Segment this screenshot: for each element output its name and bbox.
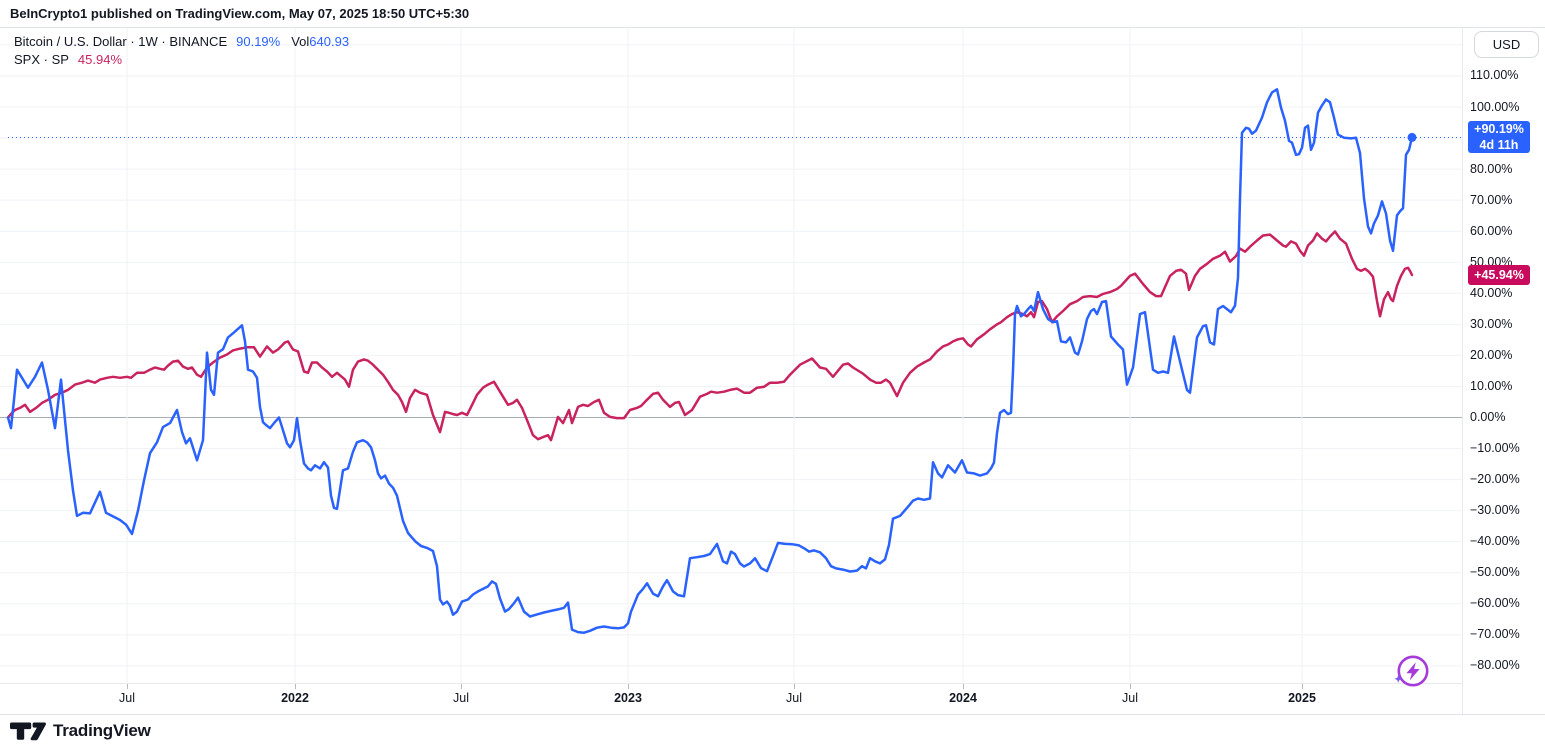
attribution-bar: BeInCrypto1 published on TradingView.com…	[0, 0, 1545, 28]
time-axis-tick	[461, 684, 462, 689]
btc-last-value: +90.19%	[1474, 122, 1524, 137]
time-axis-tick	[628, 684, 629, 689]
symbol-interval: 1W	[138, 34, 158, 49]
price-axis-label: 10.00%	[1470, 378, 1513, 393]
time-axis-tick	[127, 684, 128, 689]
price-axis-label: 20.00%	[1470, 347, 1513, 362]
time-axis-tick	[1130, 684, 1131, 689]
price-axis-label: −50.00%	[1470, 565, 1520, 580]
time-axis-label: 2025	[1288, 691, 1316, 705]
price-axis-label: 70.00%	[1470, 192, 1513, 207]
btc-bar-countdown: 4d 11h	[1479, 138, 1519, 153]
time-axis-tick	[295, 684, 296, 689]
symbol-title: Bitcoin / U.S. Dollar	[14, 34, 127, 49]
time-axis-tick	[1302, 684, 1303, 689]
spx-last-value: +45.94%	[1474, 267, 1524, 282]
time-axis-label: Jul	[453, 691, 469, 705]
spx-last-value-badge: +45.94%	[1468, 264, 1530, 285]
btc-line	[6, 88, 1414, 634]
price-axis-label: −10.00%	[1470, 441, 1520, 456]
tradingview-logo-icon	[10, 722, 46, 740]
legend-separator: ·	[157, 34, 170, 49]
price-axis-label: −80.00%	[1470, 658, 1520, 673]
price-axis-label: −70.00%	[1470, 627, 1520, 642]
price-axis-label: 110.00%	[1470, 68, 1519, 83]
legend-row-bitcoin: Bitcoin / U.S. Dollar · 1W · BINANCE 90.1…	[14, 33, 349, 51]
lightning-watermark-icon	[1394, 655, 1429, 687]
btc-last-point-marker	[1407, 132, 1417, 142]
time-axis[interactable]: Jul 2022 Jul 2023 Jul 2024 Jul 2025	[0, 683, 1462, 715]
lightning-bolt	[1406, 662, 1420, 681]
time-axis-tick	[963, 684, 964, 689]
price-axis-label: 100.00%	[1470, 99, 1520, 114]
time-axis-label: 2023	[614, 691, 642, 705]
price-axis-label: −40.00%	[1470, 534, 1520, 549]
price-axis-label: 40.00%	[1470, 285, 1513, 300]
price-axis-label: 80.00%	[1470, 161, 1513, 176]
tradingview-wordmark[interactable]: TradingView	[53, 721, 151, 740]
price-axis-label: −60.00%	[1470, 596, 1520, 611]
footer-bar: TradingView	[0, 714, 1545, 747]
chart-legend: Bitcoin / U.S. Dollar · 1W · BINANCE 90.1…	[14, 33, 349, 69]
time-axis-label: Jul	[786, 691, 802, 705]
legend-separator: ·	[126, 34, 139, 49]
time-axis-label: 2022	[281, 691, 309, 705]
compare-symbol-title: SPX · SP	[14, 52, 69, 67]
volume-label: Vol	[291, 34, 310, 49]
spx-line	[6, 230, 1414, 442]
price-axis-label: −30.00%	[1470, 503, 1520, 518]
btc-change-percent: 90.19%	[236, 34, 281, 49]
time-axis-label: Jul	[1122, 691, 1138, 705]
legend-row-spx: SPX · SP 45.94%	[14, 51, 349, 69]
price-axis-label: −20.00%	[1470, 472, 1520, 487]
btc-last-value-badge: +90.19% 4d 11h	[1468, 121, 1530, 154]
symbol-exchange: BINANCE	[169, 34, 228, 49]
sparkle-icon	[1394, 674, 1403, 683]
price-axis[interactable]: USD 110.00% 100.00% 80.00% 70.00% 60.00% 50.0…	[1462, 28, 1545, 714]
price-axis-label: 0.00%	[1470, 410, 1506, 424]
price-axis-label: 30.00%	[1470, 316, 1513, 331]
time-axis-tick	[794, 684, 795, 689]
attribution-text: BeInCrypto1 published on TradingView.com…	[10, 6, 470, 21]
time-axis-label: 2024	[949, 691, 977, 705]
time-axis-label: Jul	[119, 691, 135, 705]
spx-change-percent: 45.94%	[77, 52, 123, 67]
volume-value: 640.93	[309, 34, 350, 49]
price-axis-label: 60.00%	[1470, 223, 1513, 238]
currency-mode-button[interactable]: USD	[1474, 31, 1539, 58]
